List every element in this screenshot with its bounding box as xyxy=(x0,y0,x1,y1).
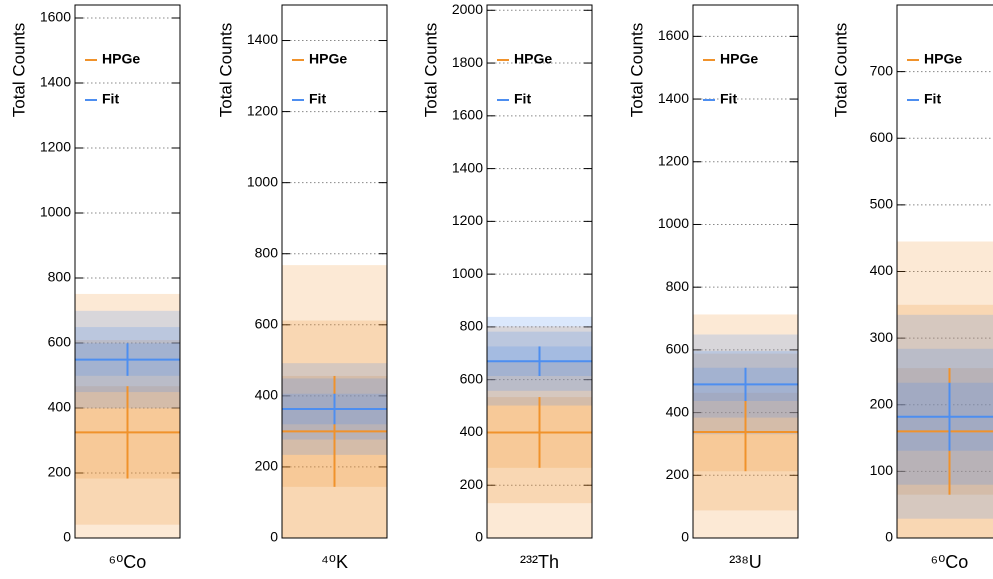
y-tick-label: 1200 xyxy=(452,212,483,228)
y-tick-label: 1000 xyxy=(247,173,278,189)
plot-frame xyxy=(486,4,593,539)
y-tick-label: 400 xyxy=(255,387,279,403)
y-tick-label: 200 xyxy=(48,464,72,480)
y-tick-label: 1400 xyxy=(40,74,71,90)
y-tick-label: 600 xyxy=(255,316,279,332)
y-tick-label: 400 xyxy=(460,423,484,439)
x-tick-label: ²³²Th xyxy=(520,552,559,572)
y-tick-label: 200 xyxy=(666,466,690,482)
legend-label: Fit xyxy=(514,91,531,107)
y-tick-label: 800 xyxy=(255,244,279,260)
legend-label: HPGe xyxy=(924,51,962,67)
plot-frame xyxy=(281,4,388,539)
y-tick-label: 800 xyxy=(48,269,72,285)
y-tick-label: 600 xyxy=(870,129,894,145)
y-tick-label: 1000 xyxy=(452,265,483,281)
y-tick-label: 1000 xyxy=(40,204,71,220)
y-tick-label: 1400 xyxy=(452,159,483,175)
y-tick-label: 300 xyxy=(870,329,894,345)
y-tick-label: 0 xyxy=(63,529,71,545)
y-tick-label: 600 xyxy=(460,370,484,386)
x-tick-label: ⁶⁰Co xyxy=(109,552,147,572)
panel: 0 200 400 600 800 1000 1200 1400 Total Counts ⁴⁰K… xyxy=(216,4,388,572)
y-tick-label: 1600 xyxy=(452,107,483,123)
y-tick-label: 400 xyxy=(666,403,690,419)
plot-frame xyxy=(896,4,993,539)
legend-label: Fit xyxy=(309,91,326,107)
y-axis-label: Total Counts xyxy=(831,23,850,118)
panel: 0 200 400 600 800 1000 1200 1400 1600 Total Count… xyxy=(627,4,799,572)
plot-frame xyxy=(74,4,181,539)
plot-frame xyxy=(692,4,799,539)
y-tick-label: 1200 xyxy=(247,102,278,118)
y-tick-label: 700 xyxy=(870,62,894,78)
sigma-band xyxy=(897,304,993,538)
y-tick-label: 1600 xyxy=(658,27,689,43)
y-tick-label: 2000 xyxy=(452,1,483,17)
x-tick-label: ⁶⁰Co xyxy=(931,552,969,572)
y-tick-label: 1000 xyxy=(658,215,689,231)
y-tick-label: 0 xyxy=(885,529,893,545)
y-axis-label: Total Counts xyxy=(421,23,440,118)
y-tick-label: 600 xyxy=(666,341,690,357)
y-tick-label: 1400 xyxy=(658,90,689,106)
y-tick-label: 200 xyxy=(460,476,484,492)
panel: 0 100 200 300 400 500 600 700 Total Counts ⁶⁰Co HP… xyxy=(831,4,993,572)
y-tick-label: 400 xyxy=(870,262,894,278)
legend-label: Fit xyxy=(924,91,941,107)
y-tick-label: 0 xyxy=(681,529,689,545)
legend-label: Fit xyxy=(102,91,119,107)
y-tick-label: 1600 xyxy=(40,9,71,25)
y-tick-label: 100 xyxy=(870,462,894,478)
y-tick-label: 1200 xyxy=(658,152,689,168)
y-tick-label: 1200 xyxy=(40,139,71,155)
y-tick-label: 1800 xyxy=(452,54,483,70)
legend-label: HPGe xyxy=(514,51,552,67)
legend-label: HPGe xyxy=(720,51,758,67)
y-tick-label: 200 xyxy=(870,395,894,411)
y-tick-label: 0 xyxy=(270,529,278,545)
y-tick-label: 500 xyxy=(870,196,894,212)
y-axis-label: Total Counts xyxy=(9,23,28,118)
y-tick-label: 0 xyxy=(475,529,483,545)
y-tick-label: 400 xyxy=(48,399,72,415)
x-tick-label: ⁴⁰K xyxy=(321,552,348,572)
y-axis-label: Total Counts xyxy=(627,23,646,118)
legend-label: Fit xyxy=(720,91,737,107)
panel: 0 200 400 600 800 1000 1200 1400 1600 1800 2000 Tot… xyxy=(421,1,593,572)
y-tick-label: 800 xyxy=(460,318,484,334)
y-tick-label: 1400 xyxy=(247,31,278,47)
y-tick-label: 200 xyxy=(255,458,279,474)
x-tick-label: ²³⁸U xyxy=(729,552,762,572)
legend-label: HPGe xyxy=(309,51,347,67)
sigma-band xyxy=(897,241,993,539)
panel: 0 200 400 600 800 1000 1200 1400 1600 Total Count… xyxy=(9,4,181,572)
y-axis-label: Total Counts xyxy=(216,23,235,118)
y-tick-label: 800 xyxy=(666,278,690,294)
legend-label: HPGe xyxy=(102,51,140,67)
y-tick-label: 600 xyxy=(48,334,72,350)
